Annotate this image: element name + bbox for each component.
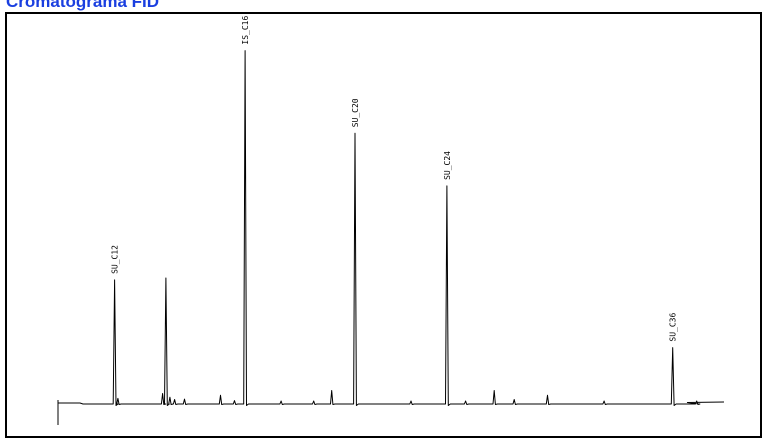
chart-frame: SU_C12 IS_C16 SU_C20 SU_C24 SU_C36 [5, 12, 762, 438]
chart-title: Cromatograma FID [6, 0, 160, 11]
peak-label-su-c36: SU_C36 [669, 313, 678, 342]
chromatogram-plot: SU_C12 IS_C16 SU_C20 SU_C24 SU_C36 [57, 16, 725, 425]
peak-label-is-c16: IS_C16 [241, 16, 250, 45]
peak-label-su-c24: SU_C24 [443, 151, 452, 180]
peak-label-su-c20: SU_C20 [351, 98, 360, 127]
chromatogram-trace [58, 50, 725, 406]
peak-label-su-c12: SU_C12 [111, 245, 120, 274]
peak-labels: SU_C12 IS_C16 SU_C20 SU_C24 SU_C36 [111, 16, 678, 342]
